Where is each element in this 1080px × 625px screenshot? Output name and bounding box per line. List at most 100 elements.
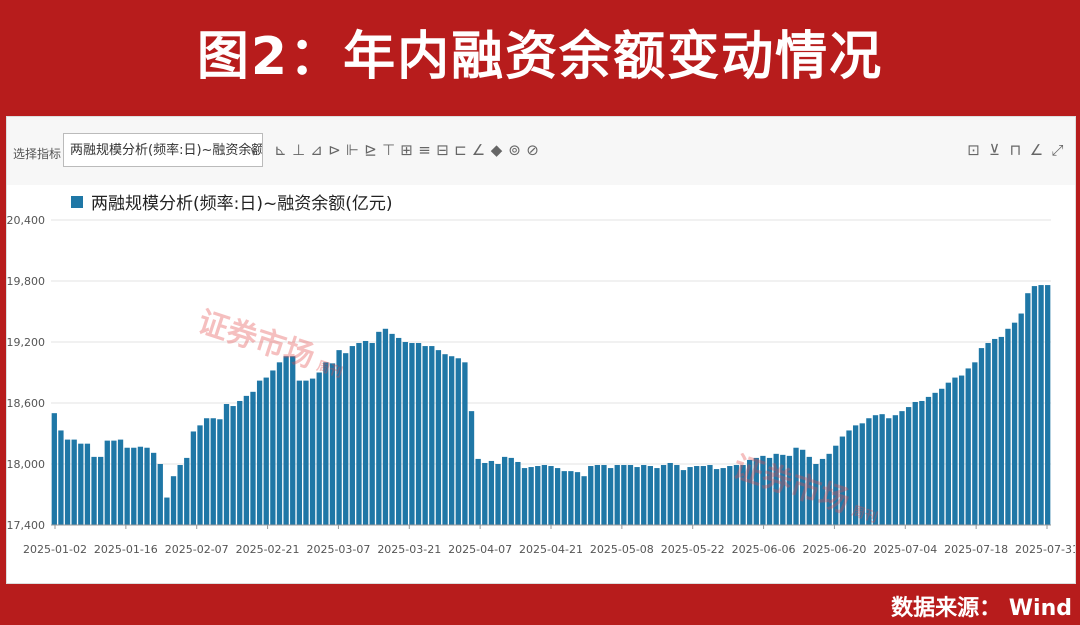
- bar: [561, 471, 567, 525]
- bar: [1031, 286, 1038, 525]
- bar: [727, 466, 733, 525]
- bar: [449, 356, 455, 525]
- bar: [84, 443, 91, 525]
- bar-icon[interactable]: ⊥: [291, 141, 306, 159]
- bar: [455, 358, 461, 525]
- bar: [1018, 313, 1024, 525]
- fullscreen-icon[interactable]: ⤢: [1051, 141, 1064, 159]
- y-tick-label: 20,400: [7, 214, 45, 227]
- bar: [641, 465, 647, 525]
- compare-icon[interactable]: ⊤: [381, 141, 396, 159]
- bar: [793, 447, 799, 525]
- copy-icon[interactable]: ⊓: [1009, 141, 1022, 159]
- x-tick-label: 2025-05-08: [590, 543, 654, 556]
- bar: [210, 418, 216, 525]
- bar: [521, 468, 528, 525]
- bar: [250, 391, 256, 525]
- settings-icon[interactable]: ⊘: [526, 141, 539, 159]
- bar: [71, 439, 77, 525]
- bar: [535, 466, 541, 525]
- x-tick-label: 2025-07-31: [1015, 543, 1075, 556]
- list-icon[interactable]: ≡: [418, 141, 431, 159]
- x-tick-label: 2025-06-20: [802, 543, 866, 556]
- bar: [972, 362, 978, 525]
- bar: [144, 447, 150, 525]
- calendar-icon[interactable]: ⊏: [454, 141, 467, 159]
- export-icon[interactable]: ⊡: [967, 141, 980, 159]
- table-icon[interactable]: ⊞: [400, 141, 413, 159]
- bar: [713, 469, 720, 525]
- x-tick-label: 2025-06-06: [732, 543, 796, 556]
- chart-legend: 两融规模分析(频率:日)~融资余额(亿元): [71, 189, 393, 214]
- x-tick-label: 2025-01-02: [23, 543, 87, 556]
- bar: [919, 400, 925, 525]
- bar: [800, 449, 806, 525]
- bar: [184, 457, 190, 525]
- grid-icon[interactable]: ⊟: [436, 141, 449, 159]
- edit-icon[interactable]: ∠: [1029, 141, 1044, 159]
- bar: [939, 388, 945, 525]
- bar: [151, 452, 157, 525]
- bar: [270, 370, 276, 525]
- pin-icon[interactable]: ◆: [490, 141, 503, 159]
- bar: [117, 439, 124, 525]
- y-tick-label: 19,200: [7, 336, 45, 349]
- bar: [296, 380, 302, 525]
- bar: [382, 328, 389, 525]
- bar: [64, 439, 71, 525]
- x-tick-label: 2025-04-21: [519, 543, 583, 556]
- bar: [515, 461, 521, 525]
- stack-icon[interactable]: ⊵: [364, 141, 377, 159]
- search-icon[interactable]: ⊚: [508, 141, 521, 159]
- bar: [945, 382, 951, 525]
- bar: [396, 337, 402, 525]
- x-tick-label: 2025-02-07: [165, 543, 229, 556]
- bar: [475, 458, 481, 525]
- line-icon[interactable]: ⊾: [274, 141, 287, 159]
- bar: [819, 458, 826, 525]
- legend-label: 两融规模分析(频率:日)~融资余额(亿元): [91, 194, 393, 214]
- bar: [753, 457, 759, 525]
- bar: [124, 447, 130, 525]
- bar: [442, 354, 448, 525]
- bar: [925, 396, 932, 525]
- x-tick-label: 2025-07-04: [873, 543, 937, 556]
- bar: [978, 348, 985, 525]
- bar: [594, 465, 601, 525]
- indicator-select-value: 两融规模分析(频率:日)~融资余额(亿元): [70, 143, 262, 158]
- scatter-icon[interactable]: ⊳: [328, 141, 341, 159]
- bar: [872, 415, 879, 525]
- bar: [488, 460, 495, 525]
- indicator-label: 选择指标: [13, 147, 62, 161]
- bar: [190, 431, 197, 525]
- bar: [581, 476, 587, 525]
- bar: [316, 372, 322, 525]
- bar: [1005, 328, 1011, 525]
- bar: [634, 467, 640, 525]
- bar: [329, 363, 336, 525]
- y-tick-label: 18,600: [7, 397, 45, 410]
- bar: [91, 456, 97, 525]
- bar: [733, 465, 740, 525]
- bar: [952, 377, 958, 525]
- bar: [660, 465, 667, 525]
- edit-icon[interactable]: ∠: [471, 141, 486, 159]
- bar: [362, 340, 369, 525]
- bar: [356, 343, 362, 525]
- bar: [654, 468, 660, 525]
- bar: [852, 425, 859, 525]
- bar: [992, 338, 998, 525]
- bar: [554, 468, 561, 525]
- legend-swatch: [71, 195, 83, 208]
- column-icon[interactable]: ⊩: [345, 141, 360, 159]
- bar: [303, 380, 309, 525]
- bar: [323, 362, 329, 525]
- download-icon[interactable]: ⊻: [989, 141, 1000, 159]
- bar: [912, 401, 918, 525]
- bar: [786, 455, 793, 525]
- x-tick-label: 2025-05-22: [661, 543, 725, 556]
- bar: [607, 468, 614, 525]
- bar: [276, 362, 283, 525]
- area-icon[interactable]: ⊿: [310, 141, 323, 159]
- indicator-select[interactable]: 两融规模分析(频率:日)~融资余额(亿元) ∨: [63, 133, 263, 167]
